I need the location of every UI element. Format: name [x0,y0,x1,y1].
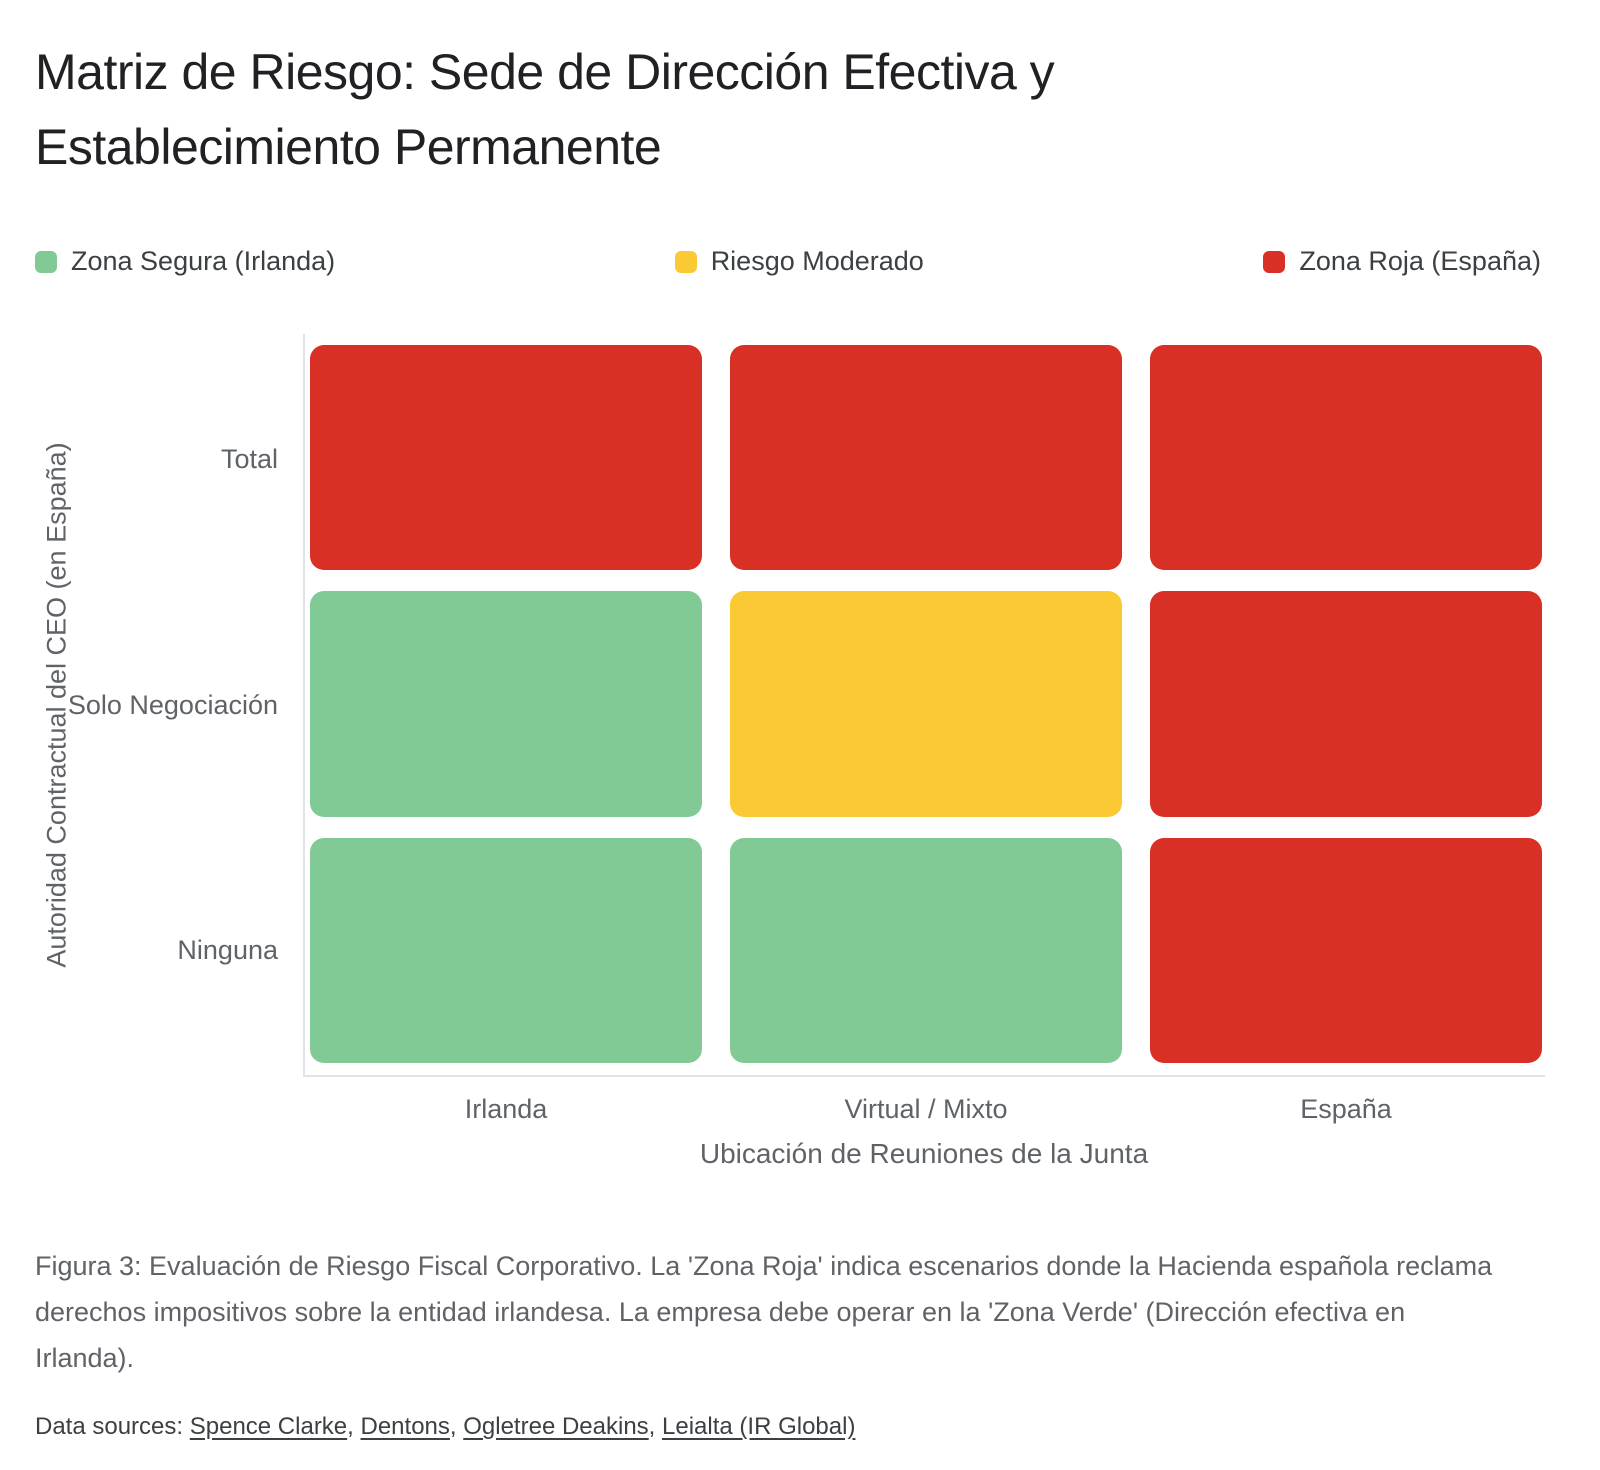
y-tick-label: Total [220,444,278,474]
y-tick-label: Solo Negociación [67,690,278,720]
page-title: Matriz de Riesgo: Sede de Dirección Efec… [35,35,1055,185]
source-link-2[interactable]: Dentons [360,1413,450,1440]
legend-swatch-icon [674,250,697,273]
matrix-cell-r1-c3 [1150,345,1542,571]
source-link-1[interactable]: Spence Clarke [189,1413,348,1440]
source-link-4[interactable]: Leialta (IR Global) [662,1413,856,1440]
matrix-cell-r2-c1 [310,591,702,817]
y-tick-label: Ninguna [177,935,278,965]
legend-item-1: Zona Segura (Irlanda) [35,246,335,277]
x-axis-title: Ubicación de Reuniones de la Junta [699,1138,1149,1169]
legend-label: Zona Roja (España) [1299,246,1541,276]
source-link-3[interactable]: Ogletree Deakins [463,1413,649,1440]
legend-swatch-icon [35,250,57,273]
data-sources-links: Spence Clarke, Dentons, Ogletree Deakins… [190,1413,856,1440]
matrix-cell-r3-c1 [310,837,702,1063]
source-separator: , [347,1413,361,1440]
x-axis-line [303,1075,1545,1077]
matrix-cell-r2-c2 [730,591,1122,817]
matrix-cell-r1-c1 [310,345,702,571]
figure-caption: Figura 3: Evaluación de Riesgo Fiscal Co… [35,1251,1493,1373]
matrix-cell-r3-c3 [1150,837,1542,1063]
matrix-cell-r2-c3 [1150,591,1542,817]
x-tick-label: Irlanda [464,1094,548,1124]
matrix-cell-r1-c2 [730,345,1122,571]
legend-label: Zona Segura (Irlanda) [71,246,336,276]
matrix-cell-r3-c2 [730,837,1122,1063]
legend-item-2: Riesgo Moderado [674,246,924,277]
legend-item-3: Zona Roja (España) [1263,246,1541,277]
y-axis-line [303,334,305,1077]
x-tick-label: Virtual / Mixto [844,1094,1008,1124]
data-sources-prefix: Data sources: [35,1413,190,1440]
y-axis-tick-labels: Total Solo Negociación Ninguna [0,0,278,1100]
chart-legend: Zona Segura (Irlanda) Riesgo Moderado Zona… [35,246,1541,277]
legend-swatch-icon [1263,250,1286,273]
data-sources: Data sources: Spence Clarke, Dentons, Og… [35,1410,855,1444]
source-separator: , [648,1413,663,1440]
x-tick-label: España [1300,1094,1392,1124]
legend-label: Riesgo Moderado [710,246,924,276]
matrix-grid [310,345,1542,1063]
page-title-line-2: Establecimiento Permanente [35,119,662,175]
x-axis-tick-labels: Irlanda Virtual / Mixto España [310,1094,1542,1125]
source-separator: , [449,1413,464,1440]
page-title-line-1: Matriz de Riesgo: Sede de Dirección Efec… [35,44,1055,100]
